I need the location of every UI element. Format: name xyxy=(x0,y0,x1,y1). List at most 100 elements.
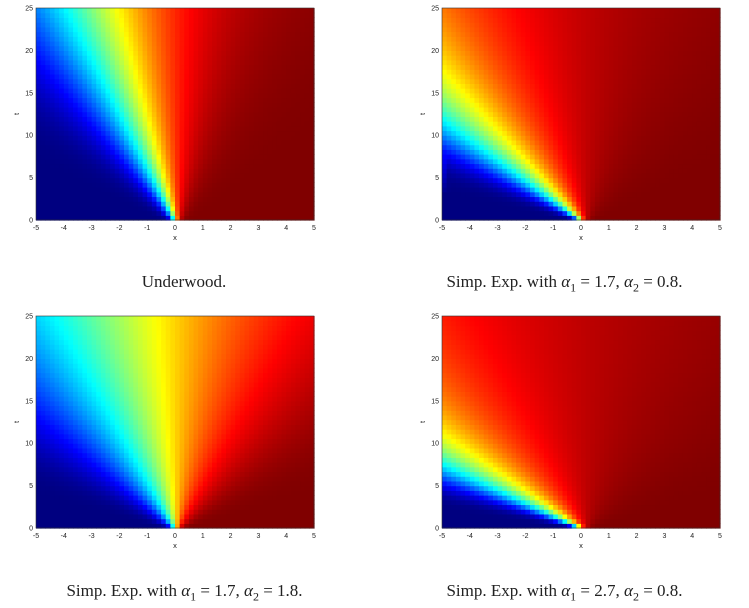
heatmap-cell xyxy=(581,154,587,160)
heatmap-cell xyxy=(239,205,246,212)
heatmap-cell xyxy=(715,182,721,188)
heatmap-cell xyxy=(631,97,638,103)
heatmap-cell xyxy=(618,45,624,51)
heatmap-cell xyxy=(304,36,310,42)
heatmap-cell xyxy=(479,50,485,56)
heatmap-cell xyxy=(553,196,559,202)
heatmap-cell xyxy=(286,55,292,61)
heatmap-cell xyxy=(645,55,652,61)
heatmap-cell xyxy=(286,22,292,28)
heatmap-cell xyxy=(86,205,93,212)
heatmap-cell xyxy=(682,205,689,212)
heatmap-cell xyxy=(175,130,181,136)
heatmap-cell xyxy=(451,158,457,165)
heatmap-cell xyxy=(244,59,250,66)
heatmap-cell xyxy=(59,172,65,179)
heatmap-cell xyxy=(488,210,494,216)
heatmap-cell xyxy=(576,73,582,80)
heatmap-cell xyxy=(68,36,74,42)
y-axis-label: t xyxy=(12,112,21,115)
heatmap-cell xyxy=(267,97,273,103)
heatmap-cell xyxy=(455,97,462,103)
heatmap-cell xyxy=(73,210,79,216)
heatmap-cell xyxy=(207,111,213,117)
heatmap-cell xyxy=(451,92,457,99)
heatmap-cell xyxy=(179,31,185,37)
heatmap-cell xyxy=(506,135,513,141)
heatmap-cell xyxy=(239,177,246,183)
heatmap-cell xyxy=(119,8,125,14)
heatmap-cell xyxy=(304,135,310,141)
heatmap-cell xyxy=(54,40,60,47)
heatmap-cell xyxy=(295,69,301,75)
heatmap-cell xyxy=(59,130,65,136)
heatmap-cell xyxy=(258,158,264,165)
heatmap-cell xyxy=(465,135,471,141)
heatmap-cell xyxy=(520,182,526,188)
heatmap-cell xyxy=(36,73,42,80)
heatmap-cell xyxy=(687,182,693,188)
heatmap-cell xyxy=(86,31,93,37)
heatmap-cell xyxy=(267,125,273,132)
heatmap-cell xyxy=(235,8,241,14)
heatmap-cell xyxy=(525,106,531,113)
heatmap-cell xyxy=(650,130,656,136)
heatmap-cell xyxy=(249,8,255,14)
heatmap-cell xyxy=(520,130,526,136)
heatmap-cell xyxy=(543,130,550,136)
heatmap-cell xyxy=(77,102,83,108)
heatmap-cell xyxy=(590,73,596,80)
heatmap-cell xyxy=(692,135,698,141)
heatmap-cell xyxy=(511,106,517,113)
heatmap-cell xyxy=(110,182,116,188)
heatmap-cell xyxy=(281,172,287,179)
heatmap-cell xyxy=(622,205,628,212)
heatmap-cell xyxy=(557,116,564,122)
heatmap-cell xyxy=(576,139,582,146)
heatmap-cell xyxy=(525,163,531,169)
heatmap-cell xyxy=(276,26,283,33)
heatmap-cell xyxy=(188,135,195,141)
heatmap-cell xyxy=(73,168,79,174)
heatmap-cell xyxy=(59,88,65,94)
heatmap-cell xyxy=(165,191,171,198)
heatmap-cell xyxy=(604,215,610,221)
heatmap-cell xyxy=(105,158,111,165)
heatmap-cell xyxy=(147,158,153,165)
heatmap-cell xyxy=(636,191,642,198)
heatmap-cell xyxy=(557,163,564,169)
heatmap-cell xyxy=(272,111,278,117)
heatmap-cell xyxy=(165,210,171,216)
heatmap-cell xyxy=(216,130,222,136)
heatmap-cell xyxy=(571,196,577,202)
heatmap-cell xyxy=(622,40,628,47)
heatmap-cell xyxy=(290,111,297,117)
heatmap-cell xyxy=(286,12,292,19)
heatmap-cell xyxy=(91,168,97,174)
heatmap-cell xyxy=(622,168,628,174)
heatmap-cell xyxy=(502,125,508,132)
heatmap-cell xyxy=(59,31,65,37)
heatmap-cell xyxy=(539,106,545,113)
heatmap-cell xyxy=(631,172,638,179)
heatmap-cell xyxy=(627,45,633,51)
heatmap-cell xyxy=(110,130,116,136)
heatmap-cell xyxy=(105,106,111,113)
heatmap-cell xyxy=(207,26,213,33)
heatmap-cell xyxy=(525,139,531,146)
heatmap-cell xyxy=(124,191,130,198)
heatmap-cell xyxy=(133,158,139,165)
heatmap-cell xyxy=(179,17,185,23)
heatmap-cell xyxy=(216,106,222,113)
heatmap-cell xyxy=(548,40,554,47)
heatmap-cell xyxy=(309,50,315,56)
heatmap-cell xyxy=(659,121,665,127)
heatmap-cell xyxy=(530,88,536,94)
heatmap-cell xyxy=(82,22,88,28)
heatmap-cell xyxy=(110,8,116,14)
heatmap-cell xyxy=(608,55,615,61)
heatmap-cell xyxy=(54,182,60,188)
heatmap-cell xyxy=(543,73,550,80)
heatmap-cell xyxy=(309,163,315,169)
heatmap-cell xyxy=(198,172,204,179)
